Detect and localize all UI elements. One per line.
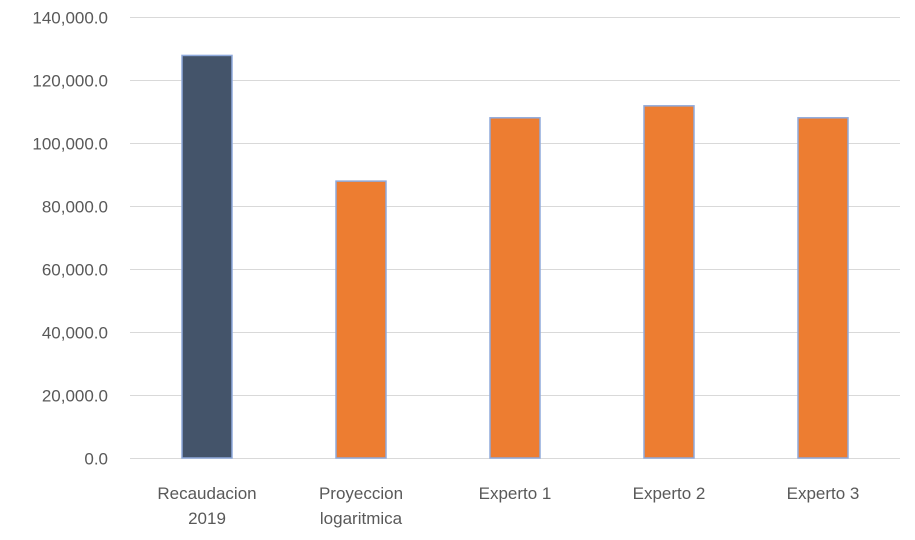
y-tick-label: 0.0: [84, 450, 108, 469]
bars: [181, 54, 849, 459]
y-tick-label: 60,000.0: [42, 261, 108, 280]
bar-1: [181, 54, 233, 459]
y-tick-label: 40,000.0: [42, 324, 108, 343]
bar-3: [489, 117, 541, 459]
x-tick-label: Experto 2: [633, 484, 706, 503]
bar-5: [797, 117, 849, 459]
x-tick-label: Experto 1: [479, 484, 552, 503]
x-tick-label: logaritmica: [320, 509, 403, 528]
x-tick-label: Experto 3: [787, 484, 860, 503]
x-tick-label: Proyeccion: [319, 484, 403, 503]
bar-4: [643, 105, 695, 459]
y-tick-label: 120,000.0: [32, 72, 108, 91]
y-tick-label: 100,000.0: [32, 135, 108, 154]
bar-2: [335, 180, 387, 459]
y-tick-label: 20,000.0: [42, 387, 108, 406]
x-tick-label: 2019: [188, 509, 226, 528]
y-tick-label: 140,000.0: [32, 9, 108, 28]
x-tick-label: Recaudacion: [157, 484, 256, 503]
y-axis-tick-labels: 0.0 20,000.0 40,000.0 60,000.0 80,000.0 100,0…: [32, 9, 108, 469]
y-tick-label: 80,000.0: [42, 198, 108, 217]
x-axis-tick-labels: Recaudacion 2019 Proyeccion logaritmica Expe…: [157, 484, 859, 528]
